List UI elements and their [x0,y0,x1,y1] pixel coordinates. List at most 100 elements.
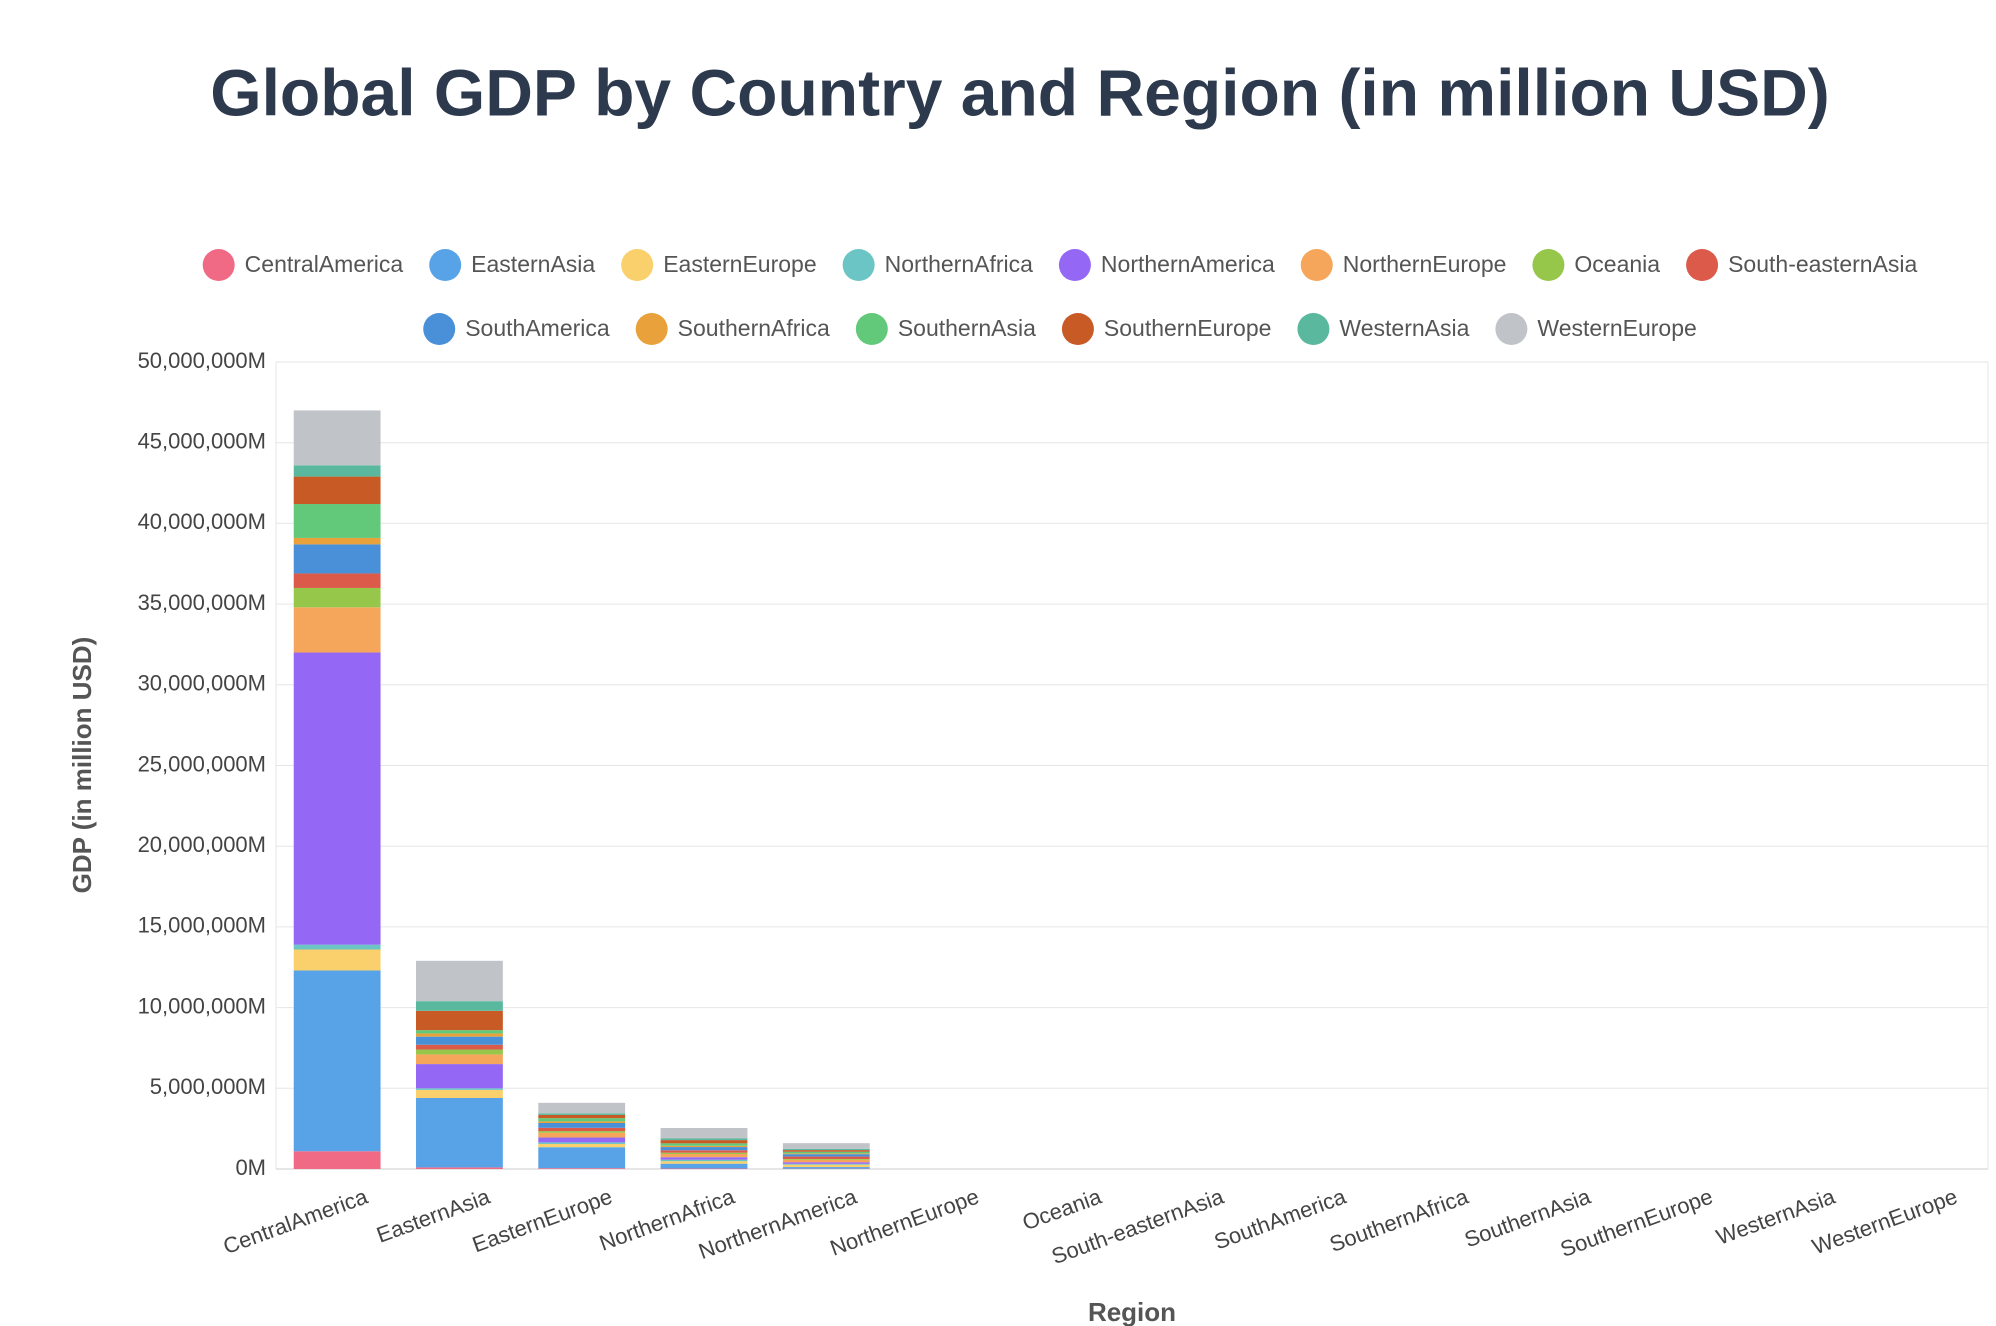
bar-segment [538,1137,626,1143]
legend-text: NorthernAfrica [885,251,1033,277]
y-tick-label: 15,000,000M [138,913,266,938]
y-tick-label: 0M [235,1155,266,1180]
bar-segment [782,1167,870,1169]
bar-segment [293,607,381,653]
bar-segment [660,1157,748,1160]
y-tick-label: 40,000,000M [138,509,266,534]
y-tick-label: 35,000,000M [138,590,266,615]
legend-text: SouthAmerica [465,315,610,341]
bar-segment [538,1142,626,1144]
x-axis-title: Region [1088,1297,1176,1326]
bar-segment [538,1132,626,1138]
legend-text: EasternAsia [471,251,595,277]
legend-item: SouthernEurope [1061,313,1271,345]
y-tick-label: 10,000,000M [138,993,266,1018]
bar-segment [538,1127,626,1132]
bar-segment [782,1153,870,1155]
bar-segment [660,1152,748,1154]
legend-text: WesternEurope [1537,315,1696,341]
legend-swatch [429,249,462,281]
bar-segment [782,1159,870,1163]
bar-segment [660,1138,748,1141]
bar-segment [538,1131,626,1133]
bar-segment [538,1143,626,1148]
legend-item: WesternAsia [1297,313,1470,345]
bar-segment [782,1156,870,1159]
chart-title: Global GDP by Country and Region (in mil… [210,55,1829,129]
bar-segment [416,1010,503,1031]
legend-swatch [1058,249,1091,281]
legend-swatch [1532,249,1565,281]
bar-segment [538,1114,626,1119]
y-tick-label: 25,000,000M [138,751,266,776]
legend-item: Oceania [1532,249,1660,281]
legend-item: South-easternAsia [1686,249,1918,281]
y-tick-label: 30,000,000M [138,671,266,696]
legend-item: SouthernAfrica [635,313,830,345]
bar-segment [660,1150,748,1153]
y-tick-label: 5,000,000M [150,1074,266,1099]
bar-segment [538,1147,626,1169]
bar-segment [293,537,381,545]
bar-segment [660,1128,748,1139]
legend-swatch [855,313,888,345]
legend-swatch [1061,313,1094,345]
legend-swatch [202,249,235,281]
legend-item: EasternAsia [429,249,595,281]
legend-text: WesternAsia [1339,315,1469,341]
bar-segment [416,1049,503,1055]
legend-swatch [635,313,668,345]
bar-segment [293,504,381,538]
legend-swatch [1297,313,1330,345]
bar-segment [660,1159,748,1162]
bar-segment [416,1036,503,1045]
bar-segment [293,970,381,1152]
legend-swatch [423,313,456,345]
bar-segment [416,1097,503,1168]
bar-segment [660,1140,748,1144]
x-tick-label: Oceania [1019,1183,1105,1235]
legend-text: NorthernEurope [1343,251,1507,277]
bar-segment [782,1162,870,1164]
bar-segment [660,1143,748,1146]
bar-segment [782,1143,870,1149]
bar-segment [660,1161,748,1164]
legend-text: SouthernAfrica [678,315,830,341]
legend-item: SouthAmerica [423,313,610,345]
legend-text: Oceania [1574,251,1660,277]
x-tick-label: EasternEurope [469,1184,615,1258]
bar-segment [416,1001,503,1011]
bar-segment [416,1033,503,1037]
legend-swatch [621,249,654,281]
bar-segment [782,1150,870,1152]
bar-segment [416,1044,503,1050]
legend-item: NorthernAmerica [1058,249,1275,281]
legend-text: SouthernAsia [898,315,1036,341]
bar-segment [538,1123,626,1128]
bar-segment [293,476,381,505]
bar-segment [416,1089,503,1098]
bar-segment [416,1054,503,1065]
y-tick-label: 50,000,000M [138,348,266,373]
y-tick-label: 45,000,000M [138,429,266,454]
x-tick-label: SouthernAfrica [1326,1183,1472,1257]
bar-segment [293,944,381,950]
bar-segment [416,1064,503,1089]
legend-item: WesternEurope [1495,313,1697,345]
bar-segment [782,1158,870,1160]
legend-item: NorthernEurope [1300,249,1507,281]
bar-segment [782,1164,870,1168]
legend-swatch [1686,249,1719,281]
bar-segment [660,1163,748,1169]
legend-swatch [1300,249,1333,281]
bar-segment [782,1154,870,1157]
legend-swatch [1495,313,1528,345]
legend-item: SouthernAsia [855,313,1036,345]
bar-segment [538,1168,626,1169]
y-tick-label: 20,000,000M [138,832,266,857]
bar-segment [416,1030,503,1034]
legend-text: EasternEurope [663,251,816,277]
legend-item: NorthernAfrica [842,249,1033,281]
x-tick-label: CentralAmerica [220,1183,372,1259]
